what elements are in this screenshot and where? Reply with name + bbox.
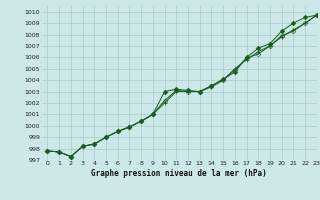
X-axis label: Graphe pression niveau de la mer (hPa): Graphe pression niveau de la mer (hPa)	[91, 169, 267, 178]
